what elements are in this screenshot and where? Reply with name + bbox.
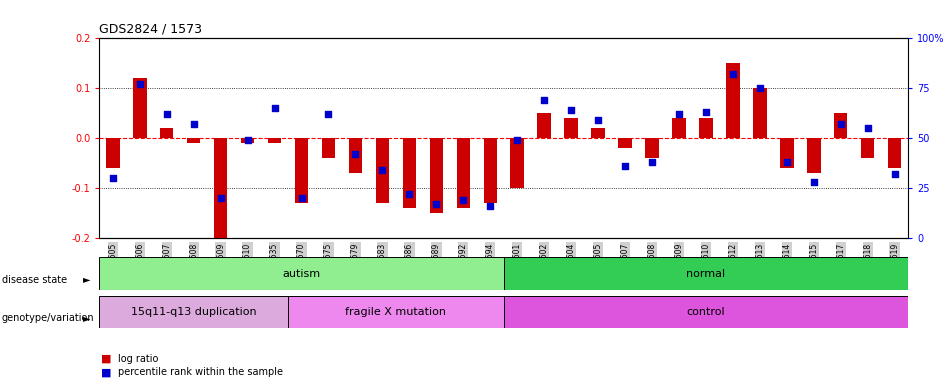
Text: GDS2824 / 1573: GDS2824 / 1573: [99, 23, 202, 36]
Point: [618, 163, 633, 169]
Bar: [214, 138, 227, 238]
Text: autism: autism: [283, 268, 321, 279]
Point: [402, 191, 417, 197]
Bar: [403, 138, 416, 208]
Bar: [673, 118, 686, 138]
Point: [429, 201, 444, 207]
Point: [348, 151, 363, 157]
Bar: [268, 138, 281, 143]
Point: [510, 137, 525, 143]
Bar: [503, 296, 908, 328]
Text: genotype/variation: genotype/variation: [2, 313, 95, 323]
Bar: [241, 138, 254, 143]
Bar: [780, 138, 794, 168]
Text: percentile rank within the sample: percentile rank within the sample: [118, 367, 283, 377]
Bar: [807, 138, 820, 173]
Bar: [753, 88, 766, 138]
Text: log ratio: log ratio: [118, 354, 159, 364]
Bar: [619, 138, 632, 148]
Point: [590, 117, 605, 123]
Bar: [511, 138, 524, 188]
Bar: [483, 138, 497, 203]
Bar: [376, 138, 389, 203]
Point: [833, 121, 849, 127]
Text: ■: ■: [101, 354, 112, 364]
Point: [672, 111, 687, 118]
Bar: [861, 138, 874, 158]
Bar: [133, 78, 147, 138]
Point: [132, 81, 148, 88]
Point: [213, 195, 228, 201]
Text: ►: ►: [83, 313, 91, 323]
Bar: [591, 128, 604, 138]
Bar: [160, 128, 173, 138]
Bar: [537, 113, 551, 138]
Text: control: control: [687, 307, 726, 317]
Bar: [888, 138, 902, 168]
Bar: [349, 138, 362, 173]
Bar: [106, 138, 119, 168]
Point: [860, 125, 875, 131]
Point: [536, 97, 552, 103]
Point: [806, 179, 821, 185]
Point: [186, 121, 201, 127]
Point: [644, 159, 659, 165]
Point: [726, 71, 741, 78]
Point: [698, 109, 713, 115]
Bar: [699, 118, 712, 138]
Point: [321, 111, 336, 118]
Bar: [727, 63, 740, 138]
Point: [267, 105, 282, 111]
Bar: [565, 118, 578, 138]
Text: fragile X mutation: fragile X mutation: [345, 307, 447, 317]
Point: [105, 175, 120, 181]
Text: normal: normal: [687, 268, 726, 279]
Bar: [295, 138, 308, 203]
Text: disease state: disease state: [2, 275, 67, 285]
Bar: [429, 138, 443, 213]
Point: [564, 107, 579, 113]
Point: [482, 203, 498, 209]
Bar: [99, 257, 503, 290]
Text: ►: ►: [83, 275, 91, 285]
Bar: [288, 296, 503, 328]
Bar: [99, 296, 288, 328]
Point: [780, 159, 795, 165]
Text: ■: ■: [101, 367, 112, 377]
Point: [159, 111, 174, 118]
Point: [240, 137, 255, 143]
Bar: [187, 138, 201, 143]
Bar: [645, 138, 658, 158]
Bar: [503, 257, 908, 290]
Point: [752, 85, 767, 91]
Point: [375, 167, 390, 173]
Bar: [457, 138, 470, 208]
Point: [456, 197, 471, 203]
Text: 15q11-q13 duplication: 15q11-q13 duplication: [131, 307, 256, 317]
Bar: [834, 113, 848, 138]
Bar: [322, 138, 335, 158]
Point: [294, 195, 309, 201]
Point: [887, 171, 902, 177]
